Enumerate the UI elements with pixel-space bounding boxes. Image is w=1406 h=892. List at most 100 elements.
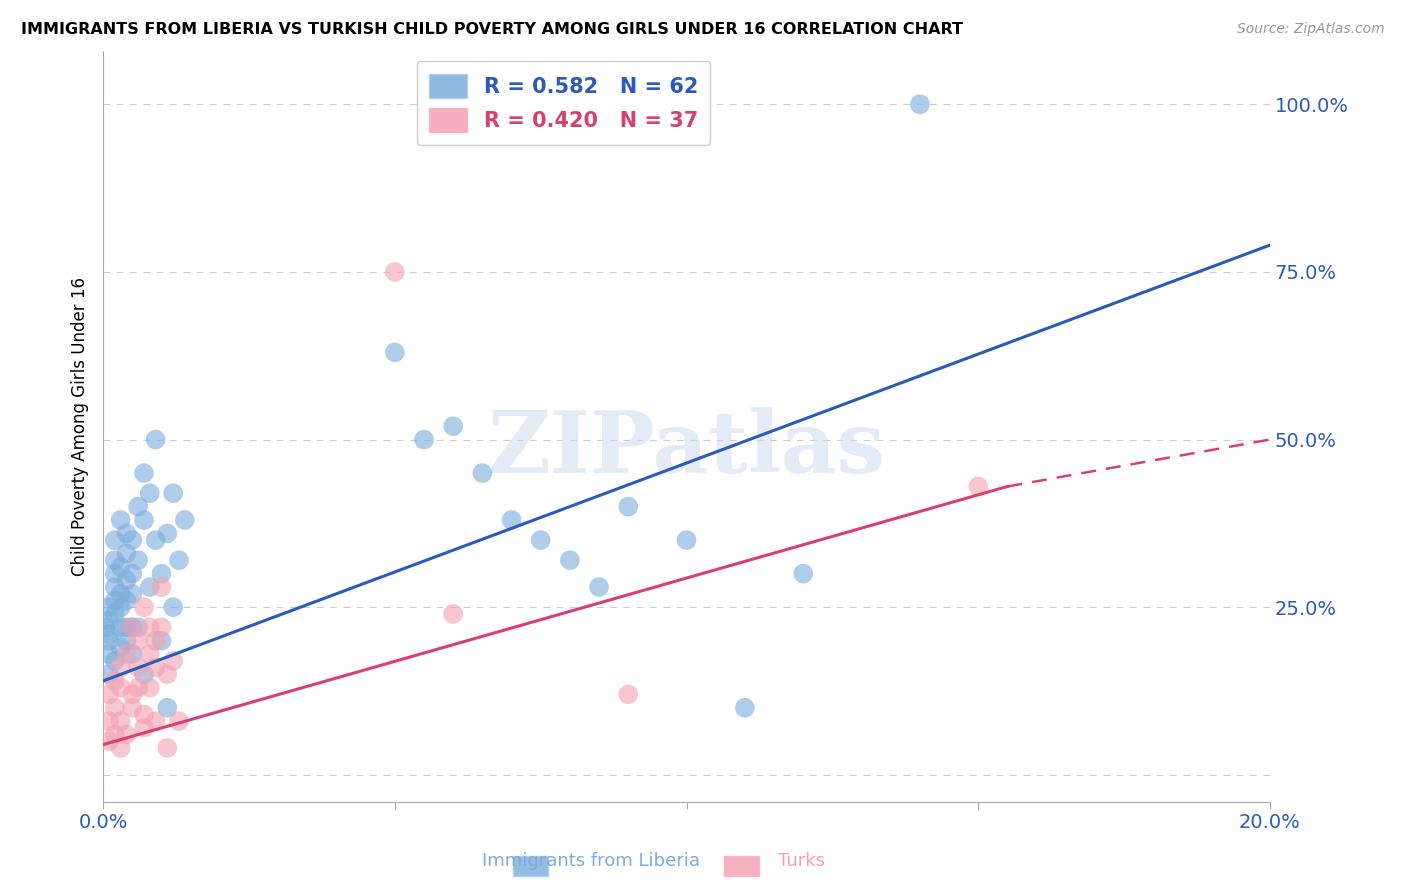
Y-axis label: Child Poverty Among Girls Under 16: Child Poverty Among Girls Under 16 xyxy=(72,277,89,575)
Point xyxy=(150,580,173,594)
Point xyxy=(121,587,143,601)
Point xyxy=(104,654,127,668)
Point xyxy=(588,580,610,594)
Point xyxy=(167,714,190,728)
Point xyxy=(110,587,132,601)
Point xyxy=(145,714,167,728)
Point xyxy=(104,553,127,567)
Point xyxy=(121,533,143,548)
Point xyxy=(145,633,167,648)
Point xyxy=(145,533,167,548)
Point xyxy=(110,600,132,615)
Point xyxy=(115,727,138,741)
Point xyxy=(617,500,640,514)
Point xyxy=(139,620,162,634)
Point xyxy=(167,553,190,567)
Point xyxy=(121,620,143,634)
Point xyxy=(104,727,127,741)
Point xyxy=(145,660,167,674)
Point xyxy=(132,721,155,735)
Point xyxy=(162,654,184,668)
Point xyxy=(110,741,132,756)
Point xyxy=(104,607,127,621)
Point xyxy=(441,607,464,621)
Point xyxy=(150,566,173,581)
Point xyxy=(150,620,173,634)
Point xyxy=(150,633,173,648)
Point xyxy=(127,553,149,567)
Point xyxy=(104,673,127,688)
Point xyxy=(413,433,436,447)
Point xyxy=(97,614,120,628)
Point xyxy=(104,593,127,607)
Point xyxy=(115,620,138,634)
Point xyxy=(115,647,138,661)
Point xyxy=(110,660,132,674)
Point xyxy=(115,526,138,541)
Point xyxy=(132,466,155,480)
Point xyxy=(127,660,149,674)
Point xyxy=(121,700,143,714)
Point xyxy=(156,526,179,541)
Point xyxy=(115,574,138,588)
Point xyxy=(908,97,931,112)
Point xyxy=(792,566,814,581)
Point xyxy=(501,513,523,527)
Point xyxy=(127,681,149,695)
Text: Immigrants from Liberia: Immigrants from Liberia xyxy=(481,852,700,870)
Point xyxy=(156,700,179,714)
Point xyxy=(139,681,162,695)
Point xyxy=(145,433,167,447)
Point xyxy=(132,707,155,722)
Point xyxy=(110,620,132,634)
Point xyxy=(530,533,553,548)
Point xyxy=(110,681,132,695)
Point xyxy=(121,566,143,581)
Point xyxy=(127,633,149,648)
Point xyxy=(132,513,155,527)
Point xyxy=(115,633,138,648)
Point xyxy=(110,560,132,574)
Point xyxy=(384,265,406,279)
Point xyxy=(121,687,143,701)
Point xyxy=(441,419,464,434)
Point xyxy=(139,486,162,500)
Point xyxy=(139,647,162,661)
Point xyxy=(156,667,179,681)
Point xyxy=(104,580,127,594)
Point xyxy=(384,345,406,359)
Point xyxy=(115,593,138,607)
Point xyxy=(110,513,132,527)
Point xyxy=(675,533,697,548)
Text: IMMIGRANTS FROM LIBERIA VS TURKISH CHILD POVERTY AMONG GIRLS UNDER 16 CORRELATIO: IMMIGRANTS FROM LIBERIA VS TURKISH CHILD… xyxy=(21,22,963,37)
Text: ZIPatlas: ZIPatlas xyxy=(488,407,886,491)
Point xyxy=(97,667,120,681)
Point xyxy=(104,700,127,714)
Point xyxy=(156,741,179,756)
Point xyxy=(127,620,149,634)
Legend: R = 0.582   N = 62, R = 0.420   N = 37: R = 0.582 N = 62, R = 0.420 N = 37 xyxy=(418,61,710,145)
Point xyxy=(121,647,143,661)
Point xyxy=(104,566,127,581)
Point xyxy=(558,553,581,567)
Point xyxy=(734,700,756,714)
Point xyxy=(139,580,162,594)
Point xyxy=(97,627,120,641)
Point xyxy=(110,714,132,728)
Point xyxy=(162,486,184,500)
Point xyxy=(127,500,149,514)
Point xyxy=(97,687,120,701)
Point xyxy=(97,633,120,648)
Point xyxy=(115,547,138,561)
Point xyxy=(162,600,184,615)
Point xyxy=(94,620,117,634)
Point xyxy=(132,600,155,615)
Point xyxy=(967,479,990,493)
Text: Turks: Turks xyxy=(778,852,825,870)
Point xyxy=(97,647,120,661)
Point xyxy=(471,466,494,480)
Point xyxy=(110,640,132,655)
Point xyxy=(121,620,143,634)
Point xyxy=(132,667,155,681)
Text: Source: ZipAtlas.com: Source: ZipAtlas.com xyxy=(1237,22,1385,37)
